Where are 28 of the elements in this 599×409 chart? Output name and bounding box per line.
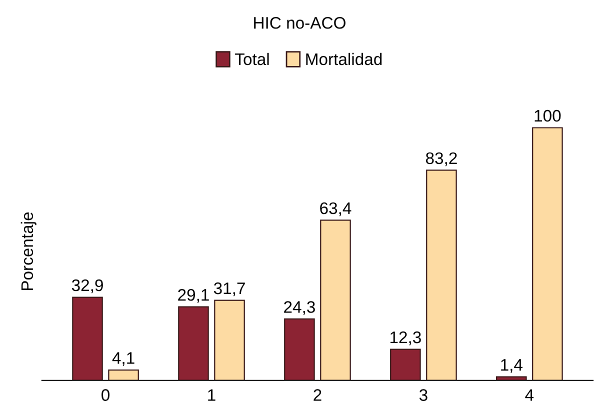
bar bbox=[284, 318, 315, 380]
data-label: 83,2 bbox=[426, 152, 457, 166]
data-label: 1,4 bbox=[501, 359, 523, 373]
bar bbox=[320, 220, 351, 380]
data-label: 63,4 bbox=[320, 202, 352, 216]
bar bbox=[178, 306, 209, 380]
x-tick-label: 3 bbox=[419, 389, 428, 401]
x-tick-label: 4 bbox=[525, 389, 534, 401]
y-axis-title: Porcentaje bbox=[20, 212, 36, 290]
data-label: 31,7 bbox=[214, 282, 245, 296]
legend-label: Mortalidad bbox=[306, 52, 382, 66]
data-label: 32,9 bbox=[72, 279, 103, 294]
x-tick-label: 1 bbox=[208, 389, 216, 401]
bar bbox=[426, 170, 457, 380]
x-tick-label: 0 bbox=[102, 389, 110, 401]
legend-label: Total bbox=[235, 52, 269, 66]
bar bbox=[214, 300, 245, 380]
bar bbox=[532, 127, 563, 380]
chart-title: HIC no-ACO bbox=[254, 16, 346, 29]
x-tick-label: 2 bbox=[314, 389, 322, 401]
data-label: 24,3 bbox=[284, 301, 315, 315]
data-label: 100 bbox=[534, 110, 561, 122]
bar bbox=[72, 296, 103, 380]
bar bbox=[390, 348, 421, 380]
data-label: 4,1 bbox=[112, 352, 134, 366]
data-label: 12,3 bbox=[390, 331, 421, 346]
data-label: 29,1 bbox=[178, 288, 209, 303]
bar bbox=[108, 369, 139, 380]
